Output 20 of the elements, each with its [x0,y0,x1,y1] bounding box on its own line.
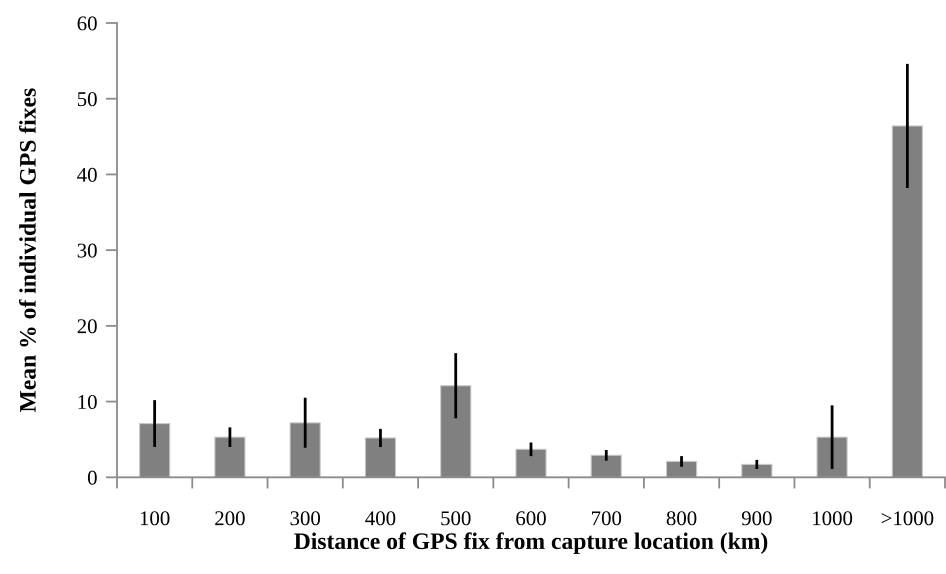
x-tick-label: 100 [140,511,170,526]
x-axis-title: Distance of GPS fix from capture location (km) [294,532,768,554]
y-tick-label: 10 [78,394,97,410]
y-tick-label: 0 [88,470,97,485]
y-tick-label: 60 [78,16,97,30]
x-tick-label: 1000 [813,511,852,526]
x-tick-label: 800 [666,511,696,526]
y-axis-title: Mean % of individual GPS fixes [18,88,36,412]
x-tick-label: >1000 [882,511,934,526]
x-tick-label: 700 [592,511,622,526]
y-tick-label: 50 [78,92,97,106]
x-tick-label: 200 [215,511,245,526]
x-tick-label: 500 [441,511,471,526]
y-tick-label: 40 [77,168,97,182]
x-tick-label: 300 [290,511,320,526]
x-tick-label: 400 [365,511,396,526]
y-tick-label: 30 [78,244,97,258]
x-tick-label: 900 [742,511,772,526]
x-tick-label: 600 [516,511,546,526]
y-tick-label: 20 [78,319,97,334]
